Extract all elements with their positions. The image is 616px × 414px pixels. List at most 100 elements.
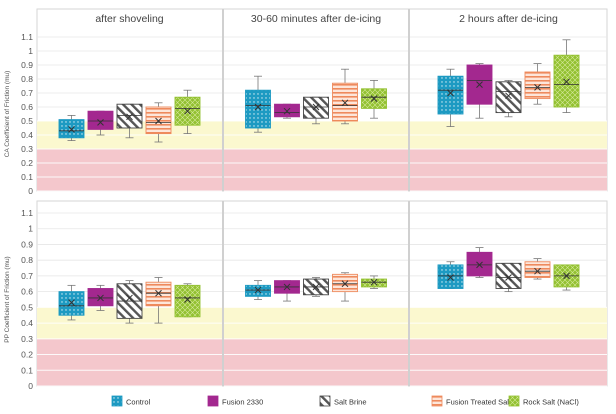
box-rock-salt-nacl- bbox=[174, 89, 201, 135]
box-iqr bbox=[87, 288, 114, 307]
box-control bbox=[437, 261, 464, 289]
box-iqr bbox=[524, 71, 551, 100]
box-fusion-2330 bbox=[274, 280, 300, 302]
box-fusion-2330 bbox=[466, 63, 493, 119]
zone-high-risk bbox=[224, 338, 408, 386]
mean-marker bbox=[126, 113, 133, 121]
legend-item-control[interactable]: Control bbox=[111, 395, 151, 407]
mean-marker bbox=[563, 78, 570, 86]
y-tick-label: 0.6 bbox=[21, 287, 33, 297]
box-control bbox=[245, 280, 271, 300]
panel-divider bbox=[408, 9, 410, 191]
box-iqr bbox=[437, 75, 464, 115]
mean-marker bbox=[370, 95, 378, 102]
mean-marker bbox=[341, 280, 349, 288]
mean-marker bbox=[184, 107, 191, 115]
box-iqr bbox=[466, 251, 493, 277]
box-salt-brine bbox=[116, 280, 143, 324]
panel-1: after shoveling bbox=[37, 13, 222, 192]
mean-marker bbox=[370, 278, 378, 286]
mean-marker bbox=[155, 289, 162, 297]
mean-marker bbox=[126, 294, 133, 302]
y-tick-label: 0 bbox=[28, 186, 33, 196]
panel-3: 2 hours after de-icing bbox=[408, 9, 607, 192]
box-iqr bbox=[332, 273, 358, 293]
mean-marker bbox=[254, 103, 262, 111]
panel-2: 30-60 minutes after de-icing bbox=[222, 9, 408, 192]
box-fusion-treated-salt bbox=[332, 272, 358, 302]
mean-marker bbox=[97, 294, 104, 302]
y-tick-label: 0.8 bbox=[21, 74, 33, 84]
y-tick-label: 0.4 bbox=[21, 130, 33, 140]
y-tick-label: 0.5 bbox=[21, 116, 33, 126]
box-iqr bbox=[495, 81, 522, 114]
mean-marker bbox=[476, 81, 483, 88]
mean-marker bbox=[254, 286, 262, 294]
panel-divider bbox=[222, 201, 224, 386]
box-rock-salt-nacl- bbox=[174, 283, 201, 318]
legend-item-rock-salt-nacl-[interactable]: Rock Salt (NaCl) bbox=[508, 395, 579, 407]
y-tick-label: 0 bbox=[28, 381, 33, 391]
legend-item-salt-brine[interactable]: Salt Brine bbox=[319, 395, 367, 407]
box-iqr bbox=[145, 281, 172, 307]
mean-marker bbox=[505, 274, 512, 281]
legend-swatch bbox=[508, 395, 520, 407]
zone-high-risk bbox=[410, 149, 607, 191]
box-control bbox=[437, 68, 464, 127]
legend-swatch bbox=[207, 395, 219, 407]
y-tick-label: 0.4 bbox=[21, 318, 33, 328]
y-tick-label: 0.5 bbox=[21, 302, 33, 312]
box-rock-salt-nacl- bbox=[361, 80, 387, 119]
legend: Control Fusion 2330 Salt Brine Fusion Treat… bbox=[111, 395, 579, 407]
box-rock-salt-nacl- bbox=[361, 275, 387, 289]
box-fusion-treated-salt bbox=[524, 258, 551, 280]
legend-label: Fusion Treated Salt bbox=[446, 398, 512, 407]
box-iqr bbox=[245, 284, 271, 297]
legend-label: Fusion 2330 bbox=[222, 398, 263, 407]
row-2: PP Coefficient of Friction (mu) 0 0.1 0.2 0.… bbox=[4, 200, 608, 391]
mean-marker bbox=[312, 283, 320, 291]
box-salt-brine bbox=[495, 262, 522, 293]
box-iqr bbox=[437, 264, 464, 289]
box-control bbox=[58, 284, 85, 321]
y-tick-label: 1 bbox=[28, 224, 33, 234]
legend-item-fusion-treated-salt[interactable]: Fusion Treated Salt bbox=[431, 395, 512, 407]
box-iqr bbox=[361, 278, 387, 288]
mean-marker bbox=[184, 296, 191, 303]
box-fusion-treated-salt bbox=[145, 277, 172, 324]
mean-marker bbox=[312, 103, 320, 111]
mean-marker bbox=[97, 119, 104, 126]
legend-label: Control bbox=[126, 398, 151, 407]
y-tick-label: 1 bbox=[28, 46, 33, 56]
mean-marker bbox=[68, 299, 75, 306]
mean-marker bbox=[283, 107, 291, 115]
panel-title: after shoveling bbox=[95, 13, 163, 25]
panel-divider bbox=[222, 9, 224, 191]
box-fusion-2330 bbox=[87, 110, 114, 136]
panel-3 bbox=[408, 201, 607, 387]
zone-high-risk bbox=[37, 149, 222, 191]
box-iqr bbox=[495, 262, 522, 289]
box-fusion-2330 bbox=[466, 247, 493, 278]
y-tick-label: 0.9 bbox=[21, 60, 33, 70]
y-tick-label: 0.7 bbox=[21, 271, 33, 281]
y-axis-label: PP Coefficient of Friction (mu) bbox=[4, 256, 11, 342]
box-rock-salt-nacl- bbox=[553, 264, 580, 291]
box-fusion-treated-salt bbox=[145, 102, 172, 143]
mean-marker bbox=[476, 261, 483, 269]
mean-marker bbox=[341, 99, 349, 107]
y-tick-label: 0.3 bbox=[21, 144, 33, 154]
legend-label: Rock Salt (NaCl) bbox=[523, 398, 579, 407]
box-iqr bbox=[174, 284, 201, 318]
mean-marker bbox=[155, 117, 162, 125]
panel-1 bbox=[37, 212, 222, 387]
mean-marker bbox=[283, 283, 291, 291]
y-tick-label: 1.1 bbox=[21, 32, 33, 42]
box-iqr bbox=[87, 110, 114, 130]
box-salt-brine bbox=[303, 277, 329, 297]
panel-divider bbox=[408, 201, 410, 386]
legend-item-fusion-2330[interactable]: Fusion 2330 bbox=[207, 395, 263, 407]
box-salt-brine bbox=[303, 96, 329, 125]
mean-marker bbox=[534, 84, 541, 91]
